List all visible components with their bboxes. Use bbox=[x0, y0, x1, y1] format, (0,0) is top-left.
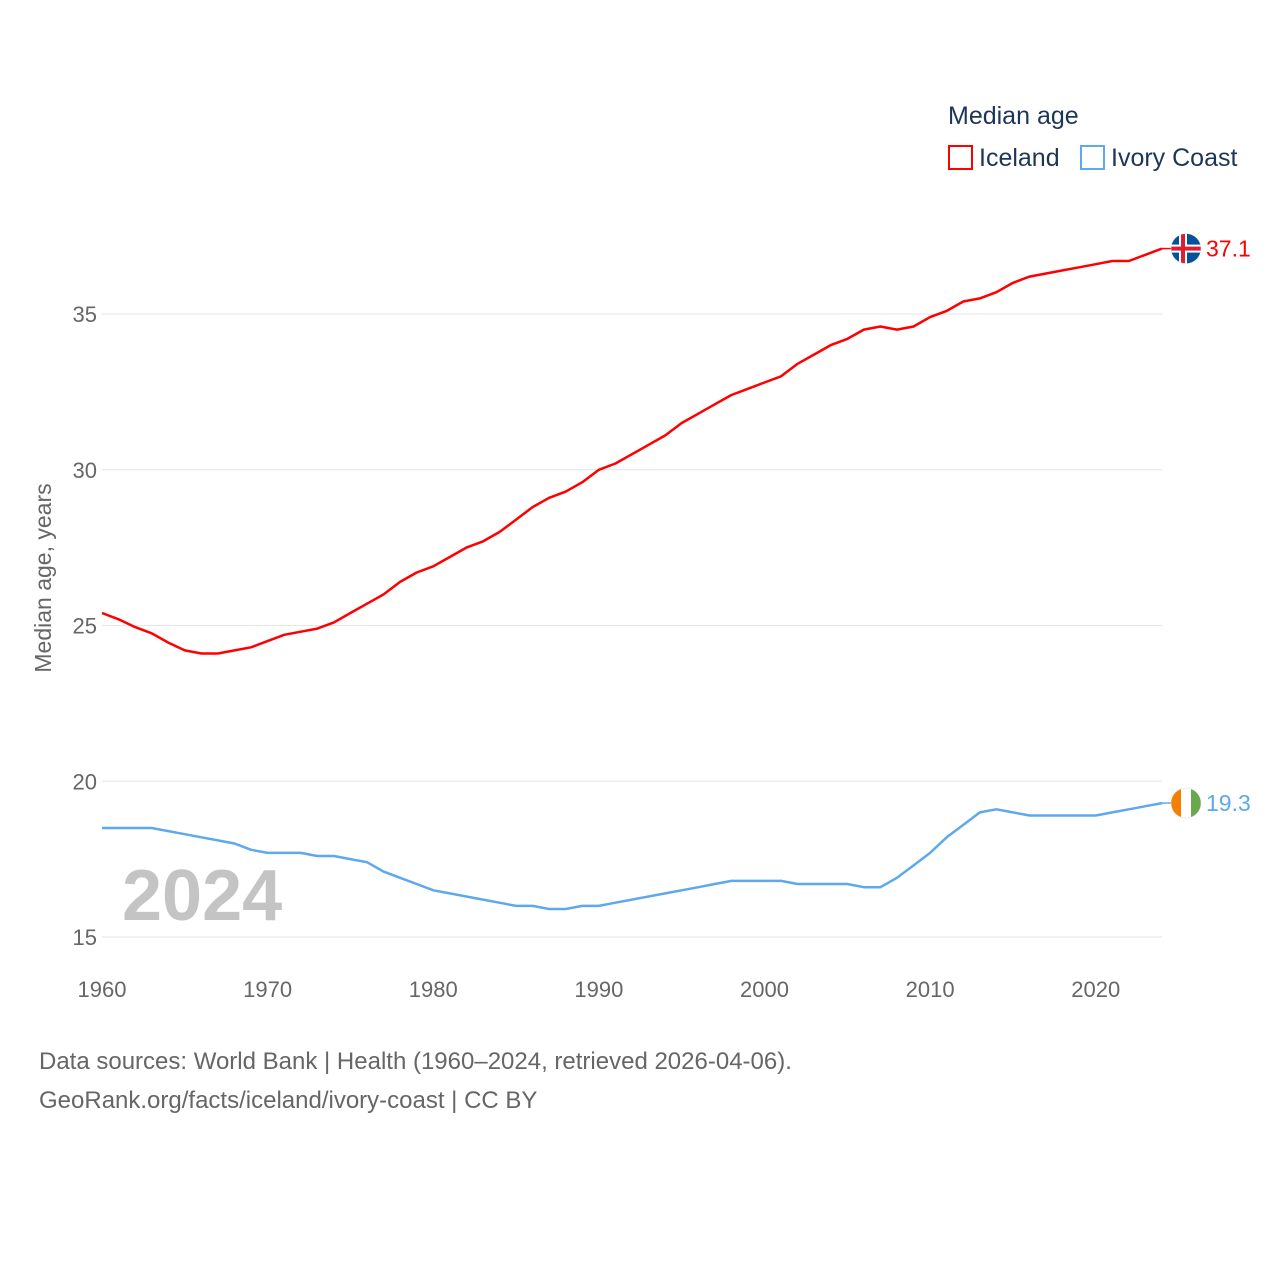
ivory-coast-flag-icon bbox=[1170, 787, 1202, 819]
data-sources: Data sources: World Bank | Health (1960–… bbox=[39, 1048, 792, 1075]
y-tick-label: 25 bbox=[73, 614, 97, 639]
x-tick-label: 2010 bbox=[906, 977, 955, 1002]
end-value-label: 19.3 bbox=[1206, 790, 1251, 816]
source-link[interactable]: GeoRank.org/facts/iceland/ivory-coast | … bbox=[39, 1087, 537, 1114]
legend: Median age Iceland Ivory Coast bbox=[948, 102, 1237, 172]
legend-label-ivory-coast[interactable]: Ivory Coast bbox=[1111, 144, 1237, 172]
legend-swatch-iceland[interactable] bbox=[948, 145, 973, 170]
iceland-flag-icon bbox=[1170, 233, 1202, 264]
series-line-iceland[interactable] bbox=[101, 247, 1163, 655]
legend-swatch-ivory-coast[interactable] bbox=[1080, 145, 1105, 170]
series-line-ivory-coast[interactable] bbox=[102, 801, 1163, 911]
y-tick-label: 15 bbox=[73, 925, 97, 950]
legend-title: Median age bbox=[948, 102, 1079, 130]
x-tick-label: 1960 bbox=[78, 977, 127, 1002]
end-value-label: 37.1 bbox=[1206, 236, 1251, 262]
x-tick-label: 1990 bbox=[574, 977, 623, 1002]
year-watermark: 2024 bbox=[122, 856, 282, 936]
legend-label-iceland[interactable]: Iceland bbox=[979, 144, 1060, 172]
y-tick-label: 20 bbox=[73, 769, 97, 794]
x-tick-label: 1970 bbox=[243, 977, 292, 1002]
x-tick-label: 1980 bbox=[409, 977, 458, 1002]
y-tick-label: 30 bbox=[73, 458, 97, 483]
x-tick-label: 2000 bbox=[740, 977, 789, 1002]
x-tick-label: 2020 bbox=[1071, 977, 1120, 1002]
y-axis-label: Median age, years bbox=[30, 483, 56, 672]
y-tick-label: 35 bbox=[73, 302, 97, 327]
